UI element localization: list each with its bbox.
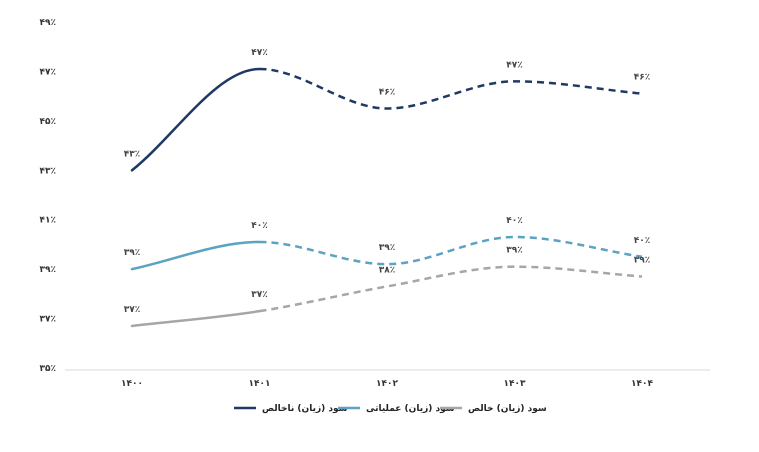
data-label: ۳۹٪ xyxy=(506,246,522,256)
data-label: ۴۶٪ xyxy=(634,73,650,83)
legend-label: سود (زیان) خالص xyxy=(468,404,547,414)
data-label: ۴۷٪ xyxy=(251,48,267,58)
y-tick-label: ۴۷٪ xyxy=(40,67,56,77)
x-tick-label: ۱۴۰۴ xyxy=(631,379,653,389)
x-tick-label: ۱۴۰۰ xyxy=(121,379,143,389)
y-tick-label: ۴۱٪ xyxy=(40,216,56,226)
data-label: ۳۷٪ xyxy=(251,290,267,300)
x-tick-label: ۱۴۰۲ xyxy=(376,379,398,389)
legend-label: سود (زیان) ناخالص xyxy=(262,404,348,414)
series-layer xyxy=(130,67,643,328)
data-label: ۴۰٪ xyxy=(506,216,522,226)
y-axis: ۳۵٪ ۳۷٪ ۳۹٪ ۴۱٪ ۴۳٪ ۴۵٪ ۴۷٪ ۴۹٪ xyxy=(40,18,56,374)
data-label: ۴۰٪ xyxy=(634,236,650,246)
y-tick-label: ۳۷٪ xyxy=(40,315,56,325)
series-line-actual-2 xyxy=(130,309,261,328)
data-label: ۳۹٪ xyxy=(379,243,395,253)
data-label: ۳۹٪ xyxy=(634,256,650,266)
series-line-forecast-0 xyxy=(259,67,643,110)
legend-label: سود (زیان) عملیاتی xyxy=(366,404,455,414)
data-label: ۴۰٪ xyxy=(251,221,267,231)
series-line-actual-0 xyxy=(130,67,261,172)
data-labels: ۴۳٪ ۴۷٪ ۴۶٪ ۴۷٪ ۴۶٪ ۳۹٪ ۴۰٪ ۳۹٪ ۴۰٪ ۴۰٪ ۳۷٪ ۳۷٪ ۳۸٪ ۳… xyxy=(124,48,650,315)
series-line-forecast-1 xyxy=(259,235,643,266)
y-tick-label: ۴۵٪ xyxy=(40,117,56,127)
data-label: ۳۷٪ xyxy=(124,305,140,315)
y-tick-label: ۳۵٪ xyxy=(40,364,56,374)
series-line-forecast-2 xyxy=(259,265,643,313)
x-tick-label: ۱۴۰۱ xyxy=(249,379,271,389)
data-label: ۳۹٪ xyxy=(124,248,140,258)
data-label: ۴۷٪ xyxy=(506,60,522,70)
y-tick-label: ۴۳٪ xyxy=(40,166,56,176)
data-label: ۴۳٪ xyxy=(124,149,140,159)
y-tick-label: ۴۹٪ xyxy=(40,18,56,28)
y-tick-label: ۳۹٪ xyxy=(40,265,56,275)
data-label: ۴۶٪ xyxy=(379,88,395,98)
data-label: ۳۸٪ xyxy=(379,265,395,275)
x-tick-label: ۱۴۰۳ xyxy=(504,379,526,389)
series-line-actual-1 xyxy=(130,240,261,271)
x-axis: ۱۴۰۰ ۱۴۰۱ ۱۴۰۲ ۱۴۰۳ ۱۴۰۴ xyxy=(121,379,653,389)
legend: سود (زیان) ناخالص سود (زیان) عملیاتی سود (… xyxy=(234,404,547,414)
